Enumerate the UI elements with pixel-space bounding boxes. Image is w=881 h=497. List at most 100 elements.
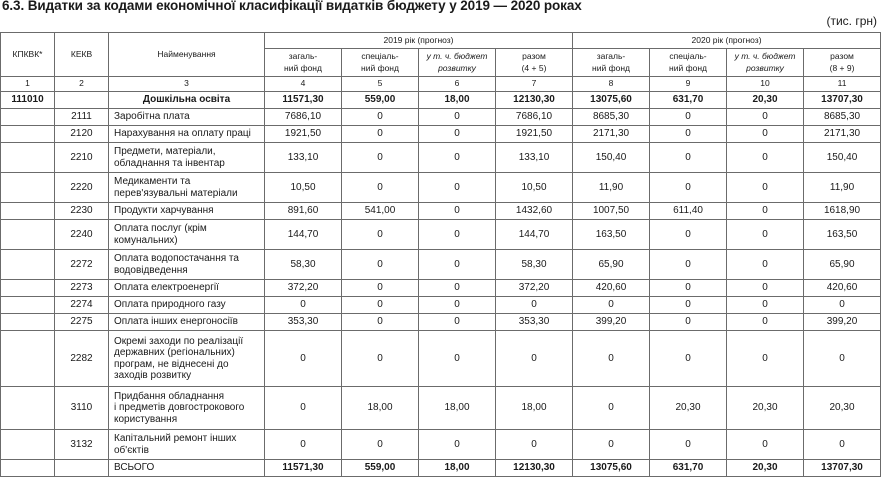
value-cell: 150,40 [572,142,651,173]
value-cell: 0 [418,249,496,280]
table-row: 2272 Оплата водопостачання та водовідведе… [0,249,881,280]
value-cell: 0 [726,219,805,250]
name-cell: Нарахування на оплату праці [108,125,265,143]
value-cell: 11571,30 [264,91,342,109]
value-cell: 163,50 [803,219,881,250]
table-row: 2240 Оплата послуг (крім комунальних) 144,… [0,219,881,250]
expenditure-table: КПКВК* КЕКВ Найменування 2019 рік (прогн… [0,32,881,477]
value-cell: 13707,30 [803,91,881,109]
value-cell: 0 [726,172,805,203]
kpkvk-cell [0,219,55,250]
kekv-cell: 2120 [54,125,109,143]
value-cell: 0 [572,330,651,387]
name-cell: Оплата природного газу [108,296,265,314]
header-kekv: КЕКВ [54,32,109,77]
value-cell: 0 [264,429,342,460]
value-cell: 0 [649,219,728,250]
header-total-2019: разом (4 + 5) [494,48,574,77]
value-cell: 144,70 [494,219,574,250]
value-cell: 372,20 [264,279,342,297]
total-row: ВСЬОГО 11571,30 559,00 18,00 12130,30 13075,6… [0,459,881,477]
table-body: 1 2 3 4 5 6 7 8 9 10 11 111010 Дошкільна освіта 1157… [0,76,881,477]
total-value-cell: 13707,30 [803,459,881,477]
kpkvk-cell [0,296,55,314]
value-cell: 0 [418,125,496,143]
kekv-cell: 3110 [54,386,109,430]
kekv-cell: 2210 [54,142,109,173]
total-value-cell: 11571,30 [264,459,342,477]
column-number: 11 [803,76,881,92]
column-number: 1 [0,76,55,92]
value-cell: 1432,60 [494,202,574,220]
table-row: 3132 Капітальний ремонт інших об'єктів 0 0 0… [0,429,881,460]
value-cell: 0 [418,429,496,460]
total-value-cell: 13075,60 [572,459,651,477]
value-cell: 0 [418,202,496,220]
name-cell: Оплата водопостачання та водовідведення [108,249,265,280]
value-cell: 0 [726,330,805,387]
value-cell: 0 [649,279,728,297]
value-cell: 18,00 [418,91,496,109]
kekv-cell: 2273 [54,279,109,297]
value-cell: 0 [418,330,496,387]
value-cell: 0 [649,249,728,280]
value-cell: 0 [341,313,419,331]
value-cell: 611,40 [649,202,728,220]
header-budget-dev-2019: у т. ч. бюджет розвитку [418,48,496,77]
value-cell: 0 [726,142,805,173]
kpkvk-cell [0,330,55,387]
column-number: 9 [649,76,728,92]
value-cell: 65,90 [572,249,651,280]
value-cell: 0 [649,313,728,331]
value-cell: 20,30 [726,386,805,430]
header-budget-dev-2020: у т. ч. бюджет розвитку [726,48,805,77]
column-number: 3 [108,76,265,92]
value-cell: 0 [264,386,342,430]
value-cell: 0 [649,172,728,203]
kekv-cell [54,459,109,477]
value-cell: 0 [649,125,728,143]
value-cell: 0 [418,313,496,331]
column-number: 8 [572,76,651,92]
kpkvk-cell [0,172,55,203]
name-cell: Придбання обладнання і предметів довгост… [108,386,265,430]
value-cell: 0 [341,108,419,126]
name-cell: Капітальний ремонт інших об'єктів [108,429,265,460]
value-cell: 0 [341,249,419,280]
header-2020: 2020 рік (прогноз) [572,32,881,49]
value-cell: 0 [341,142,419,173]
value-cell: 0 [418,108,496,126]
value-cell: 0 [649,330,728,387]
value-cell: 372,20 [494,279,574,297]
value-cell: 0 [572,296,651,314]
value-cell: 420,60 [803,279,881,297]
column-number: 7 [494,76,574,92]
header-total-2020: разом (8 + 9) [803,48,881,77]
name-cell: Предмети, матеріали, обладнання та інвен… [108,142,265,173]
kekv-cell: 2275 [54,313,109,331]
value-cell: 0 [494,296,574,314]
value-cell: 18,00 [494,386,574,430]
header-special-2019: спеціаль- ний фонд [341,48,419,77]
total-value-cell: 631,70 [649,459,728,477]
value-cell: 0 [726,279,805,297]
value-cell: 58,30 [494,249,574,280]
column-number-row: 1 2 3 4 5 6 7 8 9 10 11 [0,76,881,92]
column-number: 6 [418,76,496,92]
page-title: 6.3. Видатки за кодами економічної класи… [2,0,582,13]
value-cell: 133,10 [264,142,342,173]
value-cell: 0 [803,429,881,460]
value-cell: 10,50 [264,172,342,203]
kekv-cell: 2272 [54,249,109,280]
value-cell: 150,40 [803,142,881,173]
kekv-cell: 3132 [54,429,109,460]
kekv-cell: 2220 [54,172,109,203]
header-special-2020: спеціаль- ний фонд [649,48,728,77]
value-cell: 0 [418,172,496,203]
value-cell: 10,50 [494,172,574,203]
name-cell: Заробітна плата [108,108,265,126]
value-cell: 65,90 [803,249,881,280]
value-cell: 144,70 [264,219,342,250]
value-cell: 0 [494,429,574,460]
value-cell: 1921,50 [264,125,342,143]
